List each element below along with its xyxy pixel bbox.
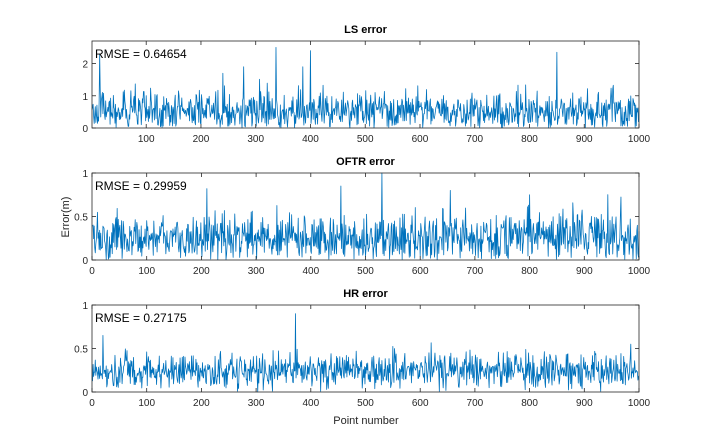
subplot-3: 0 100 200 300 400 500 600 700 800 900 1000 0 0.5 1 HR … — [74, 288, 650, 409]
x-tick-label: 500 — [357, 266, 374, 277]
y-tick-label: 0 — [82, 256, 88, 267]
x-tick-label: 900 — [576, 398, 593, 409]
series-line-1 — [91, 47, 640, 129]
x-tick-label: 900 — [576, 134, 593, 145]
y-tick-label: 0.5 — [74, 345, 88, 356]
x-tick-label: 0 — [89, 266, 95, 277]
y-tick-label: 0 — [82, 388, 88, 399]
rmse-annotation: RMSE = 0.64654 — [95, 47, 187, 61]
series-line-2 — [92, 172, 640, 261]
y-tick-label: 1 — [82, 169, 88, 180]
x-tick-label: 700 — [466, 134, 483, 145]
x-axis-label: Point number — [333, 415, 399, 427]
x-tick-label: 0 — [89, 398, 95, 409]
x-tick-label: 800 — [521, 266, 538, 277]
x-tick-label: 500 — [357, 398, 374, 409]
x-tick-label: 200 — [193, 134, 210, 145]
y-axis-label: Error(m) — [60, 197, 72, 238]
x-tick-label: 400 — [302, 398, 319, 409]
x-tick-label: 500 — [357, 134, 374, 145]
x-tick-label: 600 — [412, 266, 429, 277]
rmse-annotation: RMSE = 0.29959 — [95, 179, 187, 193]
x-tick-label: 900 — [576, 266, 593, 277]
x-tick-label: 300 — [247, 134, 264, 145]
y-tick-label: 2 — [82, 60, 88, 71]
x-tick-label: 200 — [193, 398, 210, 409]
x-tick-label: 700 — [467, 398, 484, 409]
series-line-3 — [92, 313, 640, 393]
rmse-annotation: RMSE = 0.27175 — [95, 311, 187, 325]
x-tick-label: 100 — [138, 266, 155, 277]
x-tick-label: 1000 — [628, 398, 651, 409]
x-tick-label: 100 — [138, 398, 155, 409]
y-tick-label: 1 — [82, 301, 88, 312]
y-tick-label: 0 — [82, 124, 88, 135]
x-tick-label: 800 — [521, 398, 538, 409]
x-tick-label: 700 — [467, 266, 484, 277]
x-tick-label: 300 — [248, 266, 265, 277]
x-tick-label: 400 — [302, 134, 319, 145]
x-tick-label: 300 — [248, 398, 265, 409]
x-tick-label: 1000 — [628, 134, 651, 145]
x-tick-label: 600 — [412, 398, 429, 409]
subplot-title: OFTR error — [336, 156, 395, 168]
x-tick-label: 800 — [521, 134, 538, 145]
x-tick-label: 1000 — [628, 266, 651, 277]
y-tick-label: 1 — [82, 92, 88, 103]
x-tick-label: 400 — [302, 266, 319, 277]
x-tick-label: 200 — [193, 266, 210, 277]
y-tick-label: 0.5 — [74, 213, 88, 224]
subplot-title: LS error — [344, 24, 388, 36]
x-tick-label: 100 — [138, 134, 155, 145]
x-tick-label: 600 — [412, 134, 429, 145]
subplot-1: 100 200 300 400 500 600 700 800 900 1000 0 1 2 LS err… — [82, 24, 650, 145]
subplot-2: 0 100 200 300 400 500 600 700 800 900 1000 0 0.5 1 OFT… — [74, 156, 650, 277]
subplot-title: HR error — [343, 288, 388, 300]
